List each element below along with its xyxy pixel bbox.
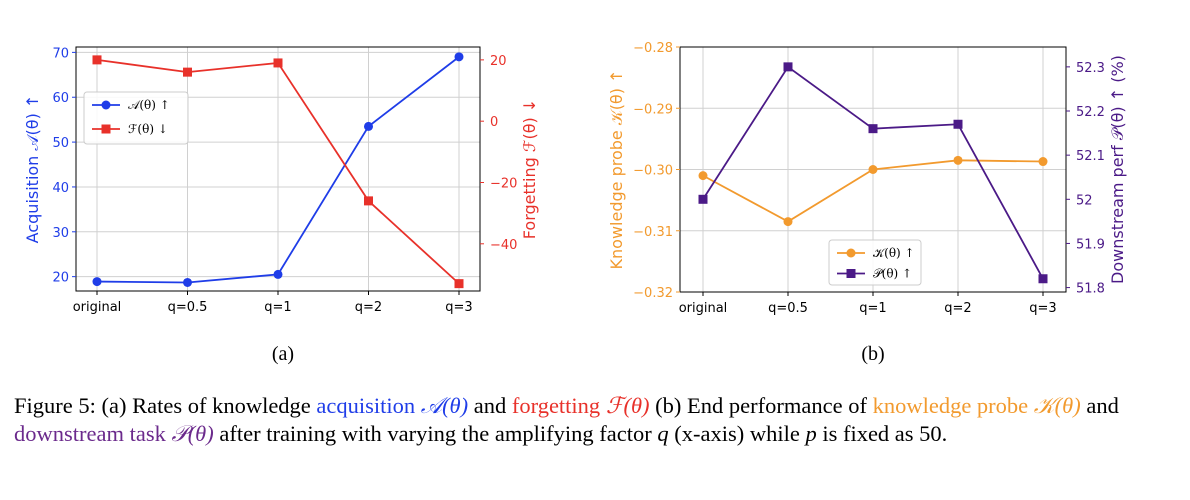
y-right-axis-label: Forgetting ℱ(θ) ↓ [520,99,539,239]
legend: 𝒜(θ) ↑ ℱ(θ) ↓ [83,91,189,145]
y-right-tick-label: 52.3 [1076,61,1105,76]
y-left-tick-label: −0.30 [633,164,673,179]
caption-text: after training with varying the amplifyi… [213,421,658,446]
grid [76,47,480,291]
subfigure-label: (a) [272,343,294,365]
caption-p: p [805,421,817,446]
y-right-tick-label: 51.9 [1076,237,1105,252]
caption-text: (x-axis) while [668,421,806,446]
series-right [92,55,464,289]
chart-b: original q=0.5 q=1 q=2 q=3 −0.32 −0.31 −0.30 −0.… [607,41,1127,365]
y-right-tick-label: 52 [1076,193,1093,208]
y-left-tick-label: 40 [52,181,69,196]
caption-q: q [657,421,669,446]
data-point [273,58,283,68]
y-right-tick-label: −40 [490,238,517,253]
y-right-tick-label: 0 [490,115,498,130]
figure: original q=0.5 q=1 q=2 q=3 20 30 40 50 60 70 −40 −20… [23,41,1127,365]
x-tick-label: original [73,300,122,315]
y-right-tick-label: −20 [490,176,517,191]
y-left-tick-label: 30 [52,226,69,241]
x-tick-label: q=3 [1029,301,1056,316]
legend: 𝒦(θ) ↑ 𝒫(θ) ↑ [828,239,922,286]
y-left-axis-label: Acquisition 𝒜(θ) ↑ [23,95,42,244]
x-tick-label: q=0.5 [768,301,808,316]
caption-text: is fixed as 50. [816,421,948,446]
figure-caption: Figure 5: (a) Rates of knowledge acquisi… [14,392,1174,448]
subfigure-label: (b) [861,343,884,365]
legend-label: ℱ(θ) ↓ [128,122,168,136]
data-point [698,171,708,181]
y-right-tick-label: 52.2 [1076,105,1105,120]
caption-downstream-task: downstream task [14,421,166,446]
caption-text: and [1080,393,1119,418]
y-right-axis-label: Downstream perf 𝒫(θ) ↑ (%) [1108,55,1127,284]
data-point [454,52,464,62]
series-left [92,52,464,287]
y-right-tick-label: 52.1 [1076,149,1105,164]
data-point [783,217,793,227]
legend-marker [101,100,111,110]
legend-label: 𝒫(θ) ↑ [873,267,912,281]
caption-knowledge-symbol: 𝒦(θ) [1033,393,1081,418]
x-tick-label: q=3 [445,300,472,315]
data-point [868,124,878,134]
x-tick-label: q=2 [944,301,971,316]
data-point [454,279,464,289]
data-point [783,62,793,72]
legend-label: 𝒦(θ) ↑ [873,246,915,260]
y-left-tick-label: −0.29 [633,102,673,117]
y-left-tick-label: −0.31 [633,225,673,240]
caption-text: Figure 5: (a) Rates of knowledge [14,393,317,418]
y-left-tick-label: 60 [52,91,69,106]
y-left-axis-label: Knowledge probe 𝒦(θ) ↑ [607,70,626,270]
caption-text: and [468,393,512,418]
data-point [953,119,963,129]
y-right-tick-label: 51.8 [1076,282,1105,297]
data-point [183,277,192,287]
data-point [364,121,373,131]
caption-forgetting-symbol: ℱ(θ) [605,393,650,418]
caption-knowledge-probe: knowledge probe [872,393,1029,418]
data-point [698,194,708,204]
legend-marker [846,269,856,278]
y-left-tick-label: 20 [52,271,69,286]
series-right [698,62,1048,284]
y-right-tick-label: 20 [490,54,507,69]
x-tick-label: q=1 [859,301,886,316]
legend-marker [101,124,111,134]
y-left-tick-label: −0.28 [633,41,673,56]
caption-text: (b) End performance of [649,393,873,418]
legend-label: 𝒜(θ) ↑ [128,98,170,112]
caption-downstream-symbol: 𝒫(θ) [171,421,214,446]
caption-forgetting: forgetting [511,393,601,418]
data-point [273,269,283,279]
series-left [698,155,1048,227]
data-point [868,165,878,174]
y-left-tick-label: −0.32 [633,286,673,301]
chart-a: original q=0.5 q=1 q=2 q=3 20 30 40 50 60 70 −40 −20… [23,46,539,365]
data-point [92,55,102,65]
x-tick-label: q=2 [355,300,382,315]
data-point [183,67,192,77]
data-point [364,196,373,206]
caption-acquisition: acquisition [316,393,416,418]
data-point [1038,274,1048,284]
x-tick-label: q=1 [264,300,291,315]
legend-marker [846,248,856,258]
y-left-tick-label: 70 [52,46,69,61]
data-point [1038,157,1048,167]
x-tick-label: original [679,301,728,316]
x-tick-label: q=0.5 [168,300,208,315]
y-left-tick-label: 50 [52,136,69,151]
caption-acquisition-symbol: 𝒜(θ) [420,393,469,418]
data-point [953,155,963,165]
data-point [92,277,102,287]
